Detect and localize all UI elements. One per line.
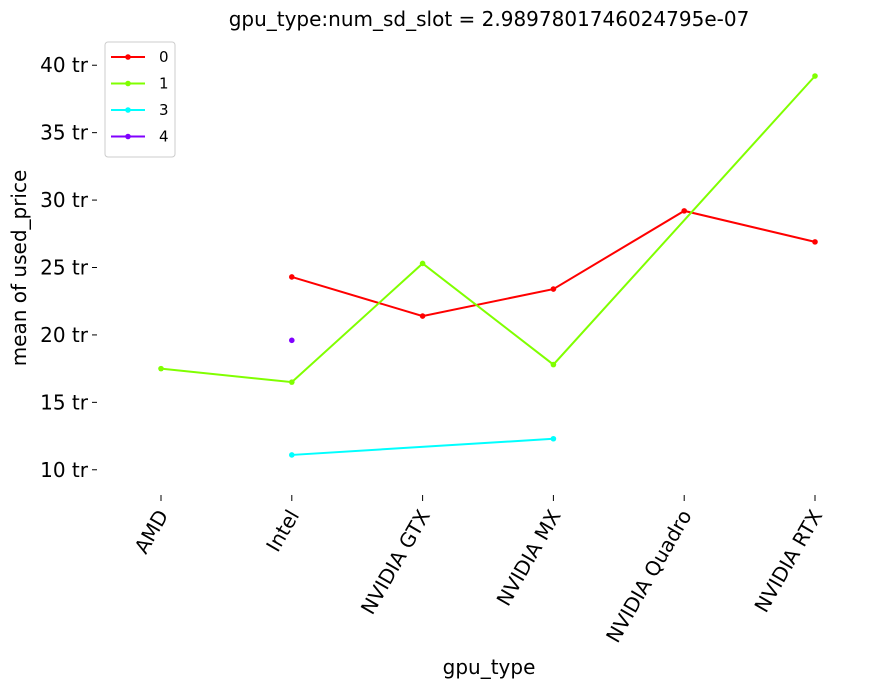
- y-tick-label: 30 tr: [40, 188, 89, 212]
- x-tick-label: Intel: [261, 506, 304, 556]
- data-point: [289, 452, 295, 458]
- x-axis: AMD Intel NVIDIA GTX NVIDIA MX NVIDIA Quadro…: [129, 495, 827, 647]
- legend-marker: [125, 54, 131, 60]
- data-point: [289, 379, 295, 385]
- legend-label: 3: [159, 101, 169, 119]
- y-tick-label: 40 tr: [40, 53, 89, 77]
- series-1: [158, 73, 818, 385]
- data-point: [419, 313, 426, 319]
- series-0: [289, 208, 818, 319]
- legend-box: [104, 41, 176, 158]
- data-point: [550, 361, 557, 368]
- plot-area: [158, 73, 818, 458]
- legend-item: 0: [111, 48, 169, 66]
- legend-marker: [125, 133, 131, 140]
- data-point: [812, 73, 818, 79]
- data-point: [681, 208, 687, 214]
- y-tick-label: 35 tr: [40, 121, 89, 145]
- data-point: [289, 337, 295, 344]
- data-point: [289, 274, 295, 280]
- legend-label: 1: [159, 75, 169, 93]
- data-point: [550, 286, 557, 292]
- series-3: [289, 435, 557, 458]
- legend-item: 1: [111, 75, 169, 93]
- y-axis-label: mean of used_price: [7, 170, 31, 367]
- data-point: [812, 239, 818, 245]
- chart-title: gpu_type:num_sd_slot = 2.989780174602479…: [229, 7, 750, 31]
- x-tick-label: AMD: [129, 506, 173, 558]
- y-tick-label: 20 tr: [40, 323, 89, 347]
- legend-marker: [125, 80, 131, 87]
- legend-label: 0: [159, 48, 169, 66]
- x-tick-label: NVIDIA MX: [492, 505, 566, 610]
- data-point: [419, 260, 426, 267]
- x-tick-label: NVIDIA RTX: [749, 505, 827, 616]
- x-axis-label: gpu_type: [443, 655, 536, 679]
- series-line: [291, 209, 816, 318]
- legend-label: 4: [159, 128, 169, 146]
- legend-marker: [125, 107, 131, 113]
- legend-item: 3: [111, 101, 169, 119]
- y-axis: 10 tr 15 tr 20 tr 25 tr 30 tr 35 tr 40 tr: [40, 53, 97, 482]
- series-4: [289, 337, 295, 344]
- y-tick-label: 10 tr: [40, 458, 89, 482]
- legend-item: 4: [111, 128, 169, 146]
- x-tick-label: NVIDIA Quadro: [601, 506, 696, 647]
- series-line: [291, 437, 554, 456]
- data-point: [158, 365, 164, 372]
- series-line: [160, 75, 816, 384]
- y-tick-label: 15 tr: [40, 390, 89, 414]
- y-tick-label: 25 tr: [40, 256, 89, 280]
- data-point: [550, 435, 557, 442]
- legend: 0 1 3 4: [104, 41, 176, 158]
- x-tick-label: NVIDIA GTX: [356, 505, 435, 618]
